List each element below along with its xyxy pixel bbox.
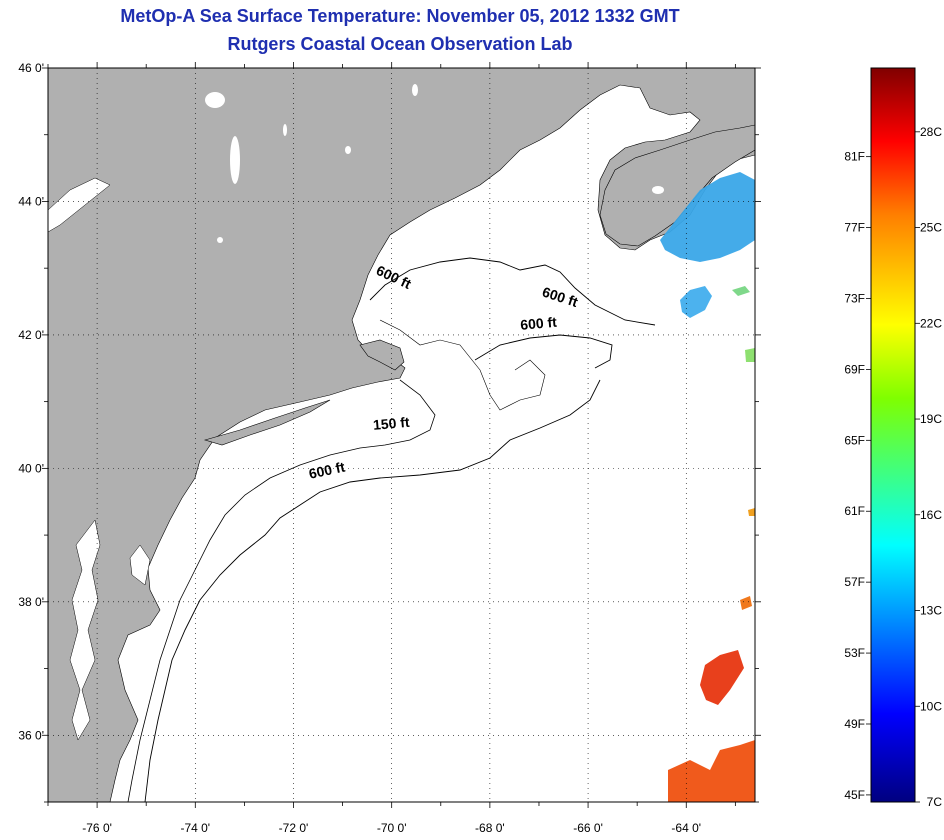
longitude-label: -70 0' — [377, 821, 407, 835]
map-subtitle: Rutgers Coastal Ocean Observation Lab — [227, 34, 573, 54]
colorbar-f-label: 65F — [844, 433, 865, 447]
sst-patch-cool — [680, 286, 712, 318]
latitude-label: 36 0' — [18, 728, 44, 742]
latitude-label: 38 0' — [18, 595, 44, 609]
colorbar-f-label: 77F — [844, 221, 865, 235]
land-long-island — [203, 399, 331, 446]
colorbar-f-label: 69F — [844, 362, 865, 376]
longitude-labels: -76 0' -74 0' -72 0' -70 0' -68 0' -66 0' -64 … — [82, 821, 701, 835]
latitude-labels: 46 0' 44 0' 42 0' 40 0' 38 0' 36 0' — [18, 61, 44, 742]
longitude-label: -66 0' — [573, 821, 603, 835]
map-title: MetOp-A Sea Surface Temperature: Novembe… — [120, 6, 680, 26]
contour-inner-gulf — [379, 319, 546, 411]
lake — [412, 84, 418, 96]
contour-label: 150 ft — [372, 414, 410, 433]
longitude-label: -68 0' — [475, 821, 505, 835]
sst-patch-green — [745, 348, 755, 362]
sst-patch-warm — [700, 650, 744, 705]
colorbar-c-label: 13C — [920, 604, 942, 618]
lake — [205, 92, 225, 108]
colorbar-celsius-labels: 28C 25C 22C 19C 16C 13C 10C 7C — [915, 125, 942, 809]
land-cape-cod — [359, 339, 405, 371]
lake-ontario — [48, 177, 111, 233]
colorbar-c-label: 19C — [920, 412, 942, 426]
lake — [652, 186, 664, 194]
latitude-label: 44 0' — [18, 194, 44, 208]
sst-patch-warm — [740, 596, 752, 610]
axis-ticks — [42, 62, 761, 808]
map-frame — [47, 67, 756, 803]
delaware-bay — [129, 544, 151, 586]
colorbar-c-label: 25C — [920, 221, 942, 235]
sst-patch-warm — [748, 508, 755, 516]
longitude-label: -64 0' — [671, 821, 701, 835]
colorbar-c-label: 16C — [920, 508, 942, 522]
longitude-label: -74 0' — [180, 821, 210, 835]
colorbar-c-label: 22C — [920, 316, 942, 330]
colorbar-f-label: 45F — [844, 788, 865, 802]
sst-patch-green — [732, 286, 750, 296]
colorbar — [870, 67, 916, 803]
colorbar-fahrenheit-labels: 81F 77F 73F 69F 65F 61F 57F 53F 49F 45F — [844, 150, 871, 802]
colorbar-f-label: 53F — [844, 646, 865, 660]
latitude-label: 42 0' — [18, 328, 44, 342]
sst-patch-warm — [668, 740, 755, 802]
contour-600ft-gulf — [369, 257, 656, 326]
latitude-label: 40 0' — [18, 461, 44, 475]
land-nova-scotia — [599, 124, 755, 247]
contour-600ft-shelf — [144, 379, 601, 802]
sst-patch-cool — [660, 172, 755, 262]
lake-champlain — [230, 136, 240, 184]
land-mainland — [48, 68, 755, 802]
colorbar-f-label: 49F — [844, 717, 865, 731]
lake — [217, 237, 223, 243]
lake — [345, 146, 351, 154]
contour-label: 600 ft — [307, 458, 346, 481]
chesapeake-bay — [69, 519, 101, 741]
colorbar-c-label: 28C — [920, 125, 942, 139]
longitude-label: -72 0' — [279, 821, 309, 835]
colorbar-f-label: 61F — [844, 504, 865, 518]
contour-600ft-georges — [474, 334, 613, 369]
longitude-label: -76 0' — [82, 821, 112, 835]
contour-150ft — [127, 379, 436, 802]
colorbar-f-label: 73F — [844, 291, 865, 305]
colorbar-c-label: 7C — [927, 795, 943, 809]
lake — [283, 124, 287, 136]
colorbar-c-label: 10C — [920, 699, 942, 713]
colorbar-f-label: 81F — [844, 150, 865, 164]
contour-label: 600 ft — [520, 314, 558, 333]
colorbar-f-label: 57F — [844, 575, 865, 589]
latitude-label: 46 0' — [18, 61, 44, 75]
